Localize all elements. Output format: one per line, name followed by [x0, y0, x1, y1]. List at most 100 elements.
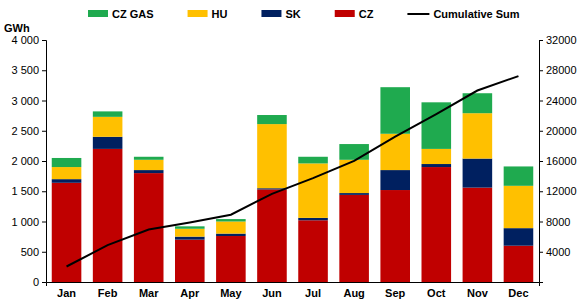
bar — [52, 167, 82, 179]
bar — [298, 157, 328, 164]
axis-line — [540, 41, 544, 283]
tick-label: 16000 — [546, 155, 577, 167]
tick-mark — [42, 222, 46, 223]
legend: CZ GASHUSKCZCumulative Sum — [88, 8, 520, 20]
bar — [380, 190, 410, 282]
bar — [298, 220, 328, 282]
bar — [134, 170, 164, 173]
tick: 0 — [33, 276, 46, 288]
legend-item: HU — [188, 8, 228, 20]
bar — [422, 164, 452, 167]
tick-label: 500 — [21, 246, 39, 258]
bar — [257, 115, 287, 124]
bar — [93, 117, 123, 137]
tick: 24000 — [539, 95, 577, 107]
bar — [298, 218, 328, 220]
bar — [134, 157, 164, 160]
tick-label: 24000 — [546, 95, 577, 107]
bar — [339, 193, 369, 195]
tick-label: 2 000 — [11, 155, 39, 167]
tick-label: 2 500 — [11, 125, 39, 137]
bar — [339, 144, 369, 160]
legend-item: CZ — [335, 8, 374, 20]
bar — [216, 219, 246, 221]
bar — [380, 170, 410, 190]
tick-label: Jun — [262, 287, 282, 299]
chart: 05001 0001 5002 0002 5003 0003 5004 0004… — [0, 0, 583, 308]
bar — [380, 134, 410, 170]
axis-title: GWh — [4, 22, 30, 34]
bar-series — [52, 149, 533, 282]
tick: Dec — [508, 287, 528, 299]
tick-label: Aug — [343, 287, 364, 299]
tick-label: 8000 — [546, 216, 570, 228]
legend-label: CZ GAS — [112, 8, 154, 20]
bar — [134, 160, 164, 170]
tick-label: 4 000 — [11, 34, 39, 46]
bar — [422, 167, 452, 282]
tick-mark — [42, 131, 46, 132]
tick: 1 000 — [11, 216, 46, 228]
bar — [463, 159, 493, 188]
tick-label: 32000 — [546, 34, 577, 46]
tick: 4000 — [539, 246, 570, 258]
tick-mark — [539, 70, 543, 71]
bar — [339, 195, 369, 282]
bar — [52, 183, 82, 282]
marks — [52, 76, 533, 282]
tick-label: Oct — [427, 287, 446, 299]
legend-label: HU — [212, 8, 228, 20]
legend-item: Cumulative Sum — [407, 8, 519, 20]
tick-label: Sep — [385, 287, 405, 299]
bar — [175, 237, 205, 240]
y-axis: 05001 0001 5002 0002 5003 0003 5004 000 — [11, 34, 46, 288]
tick-label: 4000 — [546, 246, 570, 258]
line — [67, 76, 519, 266]
tick-label: Feb — [98, 287, 118, 299]
tick: 3 000 — [11, 95, 46, 107]
tick-label: Mar — [139, 287, 159, 299]
tick-label: 20000 — [546, 125, 577, 137]
tick: 2 500 — [11, 125, 46, 137]
bar-series — [52, 137, 533, 246]
bar — [93, 111, 123, 116]
legend-swatch — [335, 10, 355, 17]
bar — [504, 228, 534, 246]
tick: 28000 — [539, 64, 577, 76]
legend-swatch — [88, 10, 108, 17]
bar — [93, 149, 123, 282]
bar — [422, 149, 452, 164]
bar — [216, 234, 246, 236]
tick-label: Jul — [305, 287, 321, 299]
tick: 20000 — [539, 125, 577, 137]
tick: 3 500 — [11, 64, 46, 76]
legend-label: Cumulative Sum — [433, 8, 519, 20]
legend-swatch — [407, 13, 429, 15]
bar — [52, 179, 82, 183]
bar — [504, 246, 534, 282]
tick: Jul — [305, 287, 321, 299]
tick-label: Nov — [467, 287, 489, 299]
tick-label: 0 — [33, 276, 39, 288]
tick: Jan — [57, 287, 76, 299]
bar — [216, 222, 246, 234]
bar-series — [52, 113, 533, 236]
bar — [93, 137, 123, 149]
tick: 4 000 — [11, 34, 46, 46]
bar — [504, 186, 534, 228]
bar — [504, 166, 534, 185]
tick-mark — [539, 40, 543, 41]
tick-mark — [42, 70, 46, 71]
tick: May — [220, 287, 242, 299]
tick: 8000 — [539, 216, 570, 228]
tick: Mar — [139, 287, 159, 299]
tick-label: Jan — [57, 287, 76, 299]
legend-swatch — [261, 10, 281, 17]
tick-mark — [42, 40, 46, 41]
tick-label: 28000 — [546, 64, 577, 76]
tick: 2 000 — [11, 155, 46, 167]
tick-label: 12000 — [546, 185, 577, 197]
bar — [380, 87, 410, 134]
bar — [175, 240, 205, 282]
bar — [257, 189, 287, 282]
